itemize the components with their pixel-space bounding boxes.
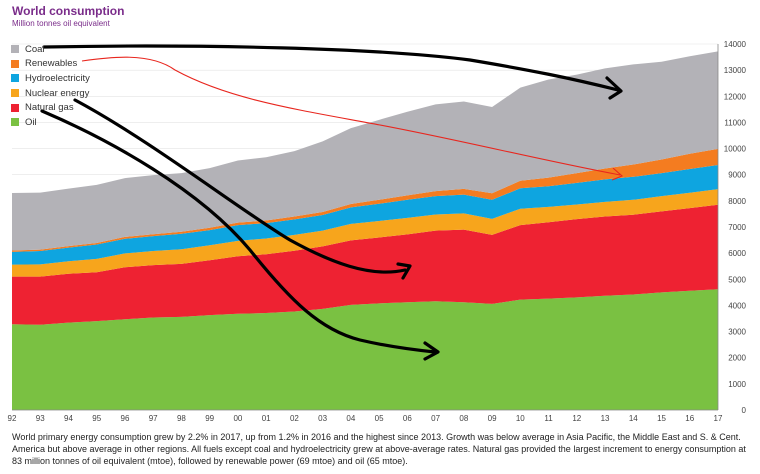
legend-label-natural-gas: Natural gas (25, 102, 74, 114)
x-tick-07: 07 (431, 414, 440, 423)
x-tick-96: 96 (121, 414, 130, 423)
y-tick-3000: 3000 (728, 328, 746, 337)
legend-label-hydroelectricity: Hydroelectricity (25, 72, 90, 84)
y-tick-1000: 1000 (728, 380, 746, 389)
legend-label-oil: Oil (25, 116, 37, 128)
x-tick-11: 11 (544, 414, 553, 423)
legend-swatch-oil (11, 118, 19, 127)
y-tick-8000: 8000 (728, 197, 746, 206)
x-tick-97: 97 (149, 414, 158, 423)
legend-swatch-natural-gas (11, 103, 19, 112)
y-tick-0: 0 (742, 406, 747, 415)
x-tick-92: 92 (8, 414, 17, 423)
y-tick-2000: 2000 (728, 354, 746, 363)
y-tick-4000: 4000 (728, 301, 746, 310)
legend-item-oil: Oil (11, 115, 90, 130)
x-tick-02: 02 (290, 414, 299, 423)
annotation-arrow-renewables (81, 56, 621, 176)
y-tick-7000: 7000 (728, 223, 746, 232)
area-natural-gas (12, 204, 718, 325)
y-tick-5000: 5000 (728, 275, 746, 284)
y-tick-labels: 0 1000 2000 3000 4000 5000 6000 7000 8000 9000 100… (724, 40, 747, 415)
chart-title: World consumption (12, 4, 125, 18)
x-tick-03: 03 (318, 414, 327, 423)
x-tick-15: 15 (657, 414, 666, 423)
x-tick-10: 10 (516, 414, 525, 423)
x-tick-16: 16 (685, 414, 694, 423)
hand-drawn-annotations (40, 44, 624, 361)
x-tick-01: 01 (262, 414, 271, 423)
area-hydroelectricity (12, 165, 718, 265)
legend-label-renewables: Renewables (25, 58, 78, 70)
x-tick-09: 09 (488, 414, 497, 423)
annotation-arrowhead-renewables (611, 167, 624, 181)
x-tick-94: 94 (64, 414, 73, 423)
legend-item-coal: Coal (11, 42, 90, 57)
legend-item-nuclear: Nuclear energy (11, 86, 90, 101)
legend-label-coal: Coal (25, 43, 45, 55)
x-tick-12: 12 (572, 414, 581, 423)
area-nuclear-energy (12, 189, 718, 277)
axes (12, 44, 719, 411)
x-tick-17: 17 (714, 414, 723, 423)
x-tick-98: 98 (177, 414, 186, 423)
x-tick-14: 14 (629, 414, 638, 423)
x-tick-99: 99 (205, 414, 214, 423)
x-tick-00: 00 (233, 414, 242, 423)
annotation-arrow-naturalgas (73, 98, 407, 274)
legend-swatch-renewables (11, 59, 19, 68)
x-tick-labels: 92 93 94 95 96 97 98 99 00 01 02 03 04 05 06 07 08 09 10 11… (8, 414, 723, 423)
legend-item-natural-gas: Natural gas (11, 100, 90, 115)
area-oil (12, 289, 718, 410)
x-tick-06: 06 (403, 414, 412, 423)
y-tick-6000: 6000 (728, 249, 746, 258)
legend-label-nuclear: Nuclear energy (25, 87, 90, 99)
x-tick-05: 05 (375, 414, 384, 423)
y-tick-9000: 9000 (728, 171, 746, 180)
x-tick-04: 04 (346, 414, 355, 423)
annotation-arrowhead-coal (605, 76, 623, 100)
annotation-arrow-oil (40, 109, 437, 354)
stacked-areas (12, 51, 718, 410)
x-tick-13: 13 (601, 414, 610, 423)
legend-swatch-hydroelectricity (11, 74, 19, 83)
y-tick-14000: 14000 (724, 40, 747, 49)
y-tick-11000: 11000 (724, 118, 746, 127)
chart-legend: Coal Renewables Hydroelectricity Nuclear… (11, 42, 90, 130)
annotation-arrow-coal (42, 44, 620, 92)
y-tick-10000: 10000 (724, 145, 747, 154)
legend-item-hydroelectricity: Hydroelectricity (11, 71, 90, 86)
y-tick-13000: 13000 (724, 66, 747, 75)
legend-swatch-nuclear (11, 89, 19, 98)
x-tick-08: 08 (459, 414, 468, 423)
x-tick-95: 95 (92, 414, 101, 423)
chart-caption: World primary energy consumption grew by… (12, 432, 746, 466)
legend-item-renewables: Renewables (11, 57, 90, 72)
chart-subtitle: Million tonnes oil equivalent (12, 19, 110, 28)
legend-swatch-coal (11, 45, 19, 54)
annotation-arrowhead-naturalgas (396, 262, 412, 280)
y-tick-12000: 12000 (724, 92, 747, 101)
area-coal (12, 51, 718, 251)
annotation-arrowhead-oil (423, 341, 440, 361)
x-tick-93: 93 (36, 414, 45, 423)
